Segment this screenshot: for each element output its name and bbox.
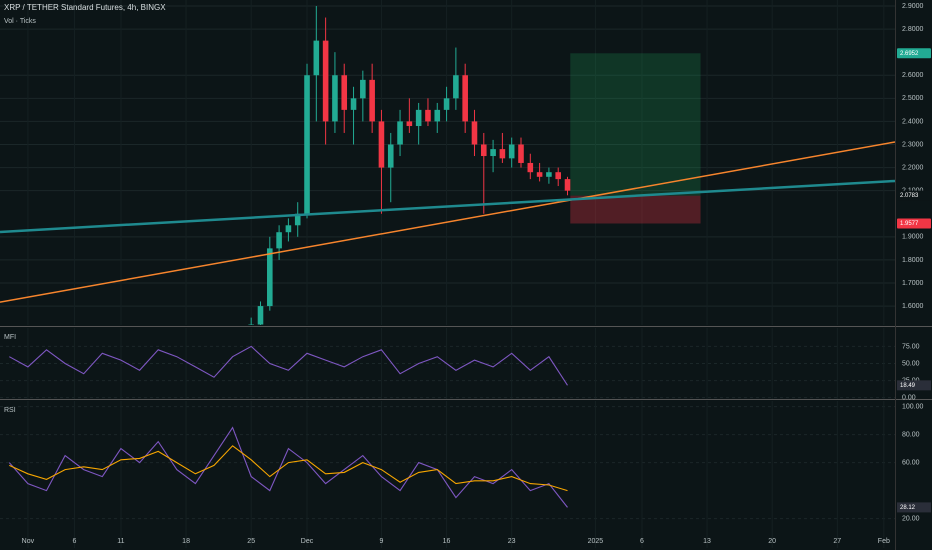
y-tick-label: 60.00 (902, 459, 920, 466)
x-tick-label: 18 (182, 538, 190, 545)
y-tick-label: 2.4000 (902, 118, 924, 125)
x-tick-label: 20 (768, 538, 776, 545)
x-tick-label: 6 (640, 538, 644, 545)
candle-body (248, 324, 254, 325)
candle-body (341, 75, 348, 110)
y-tick-label: 1.9000 (902, 234, 924, 241)
x-tick-label: 13 (703, 538, 711, 545)
y-tick-label: 20.00 (902, 515, 920, 522)
y-tick-label: 2.5000 (902, 95, 924, 102)
x-tick-label: 2025 (588, 538, 604, 545)
value-label-box (897, 502, 931, 513)
candle-body (397, 121, 403, 145)
candle-body (285, 225, 292, 233)
x-tick-label: 25 (247, 538, 255, 545)
candle-body (360, 79, 366, 99)
candle-body (276, 232, 282, 249)
candle-body (267, 248, 273, 307)
candle-body (490, 149, 496, 157)
candle-body (369, 79, 375, 122)
candle-body (564, 179, 571, 191)
candle-body (443, 98, 450, 110)
candle-body (462, 75, 468, 122)
indicator-line (9, 445, 568, 492)
y-tick-label: 1.6000 (902, 303, 924, 310)
candle-body (546, 172, 552, 177)
x-tick-label: 6 (72, 538, 76, 545)
price-label-box (897, 190, 931, 201)
indicator-line (9, 345, 568, 386)
y-tick-label: 100.00 (902, 403, 924, 410)
x-tick-label: Feb (878, 538, 890, 545)
candle-body (415, 109, 422, 127)
candle-body (499, 149, 506, 159)
y-tick-label: 0.00 (902, 394, 916, 401)
candle-body (536, 172, 543, 177)
y-tick-label: 2.3000 (902, 141, 924, 148)
y-tick-label: 2.2000 (902, 164, 924, 171)
trend-line (0, 179, 895, 234)
candle-body (332, 75, 338, 122)
candle-body (322, 40, 329, 122)
candle-body (406, 121, 413, 127)
trend-line (0, 141, 895, 303)
candle-body (257, 306, 264, 325)
indicator-line (8, 426, 568, 508)
candle-body (294, 213, 301, 226)
y-tick-label: 50.00 (902, 360, 920, 367)
value-label: 18.49 (900, 383, 916, 389)
chart-title: XRP / TETHER Standard Futures, 4h, BINGX (4, 3, 166, 12)
candle-body (434, 109, 441, 122)
candle-body (304, 75, 310, 214)
stop-zone (570, 195, 701, 224)
pane-title: MFI (4, 334, 16, 341)
x-tick-label: Nov (22, 538, 35, 545)
candle-body (518, 144, 524, 163)
y-tick-label: 2.9000 (902, 3, 924, 10)
candle-body (350, 98, 357, 110)
candle-body (313, 40, 320, 76)
x-tick-label: 11 (117, 538, 124, 545)
candle-body (378, 121, 385, 168)
price-label: 2.6952 (900, 51, 919, 57)
x-tick-label: 23 (508, 538, 516, 545)
pane-title: RSI (4, 407, 16, 414)
y-tick-label: 2.8000 (902, 26, 924, 33)
x-tick-label: 27 (833, 538, 841, 545)
price-label-box (897, 48, 931, 59)
subtitle: Vol · Ticks (4, 18, 36, 25)
value-label-box (897, 380, 931, 391)
price-label-box (897, 218, 931, 229)
candle-body (471, 121, 478, 145)
x-tick-label: 9 (379, 538, 383, 545)
y-tick-label: 2.6000 (902, 72, 924, 79)
candle-body (480, 144, 487, 157)
target-zone (570, 53, 701, 196)
price-label: 1.9577 (900, 221, 919, 227)
x-tick-label: 16 (443, 538, 451, 545)
candle-body (425, 109, 431, 122)
price-label: 2.0783 (900, 193, 919, 199)
y-tick-label: 1.8000 (902, 257, 924, 264)
y-tick-label: 75.00 (902, 343, 920, 350)
y-tick-label: 80.00 (902, 431, 920, 438)
candle-body (555, 172, 562, 180)
value-label: 28.12 (900, 505, 916, 511)
candle-body (508, 144, 515, 159)
candle-body (527, 162, 534, 173)
x-tick-label: Dec (301, 538, 314, 545)
candle-body (453, 75, 459, 99)
y-tick-label: 1.7000 (902, 280, 924, 287)
candle-body (387, 144, 394, 168)
